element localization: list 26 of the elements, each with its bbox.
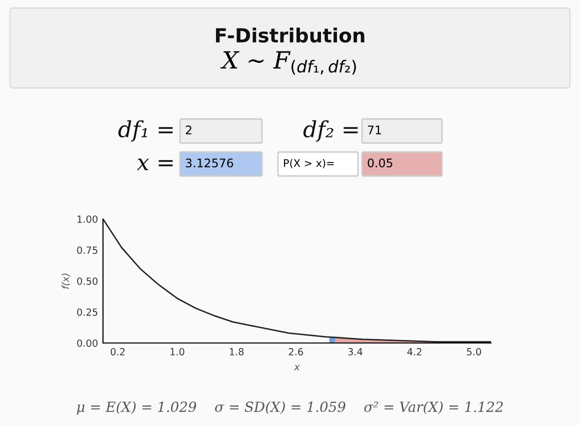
y-tick-label: 0.25 [77, 308, 98, 316]
text: 71 [368, 126, 381, 134]
y-tick-label: 1.00 [78, 215, 98, 223]
x-tick-label: 5.0 [466, 348, 482, 356]
text: μ = E(X) = 1.029 σ = SD(X) = 1.059 σ² = Var(X) = 1.122 [76, 401, 503, 415]
x-tick-label: 0.2 [110, 348, 125, 356]
text: 3.12576 [186, 158, 234, 168]
y-axis-title: f(x) [62, 274, 70, 289]
x-tick-label: 1.0 [170, 348, 184, 356]
text: df₂ = [303, 120, 358, 142]
text: df₁ = [118, 120, 173, 142]
y-tick-label: 0.75 [77, 246, 98, 254]
x-tick-label: 4.2 [407, 348, 422, 356]
text: P(X > x)= [284, 158, 334, 168]
y-tick-label: 0.00 [77, 339, 98, 347]
line-series [103, 219, 491, 342]
chart-subtitle: X ∼ F$_{(df₁,df₂)}$ [220, 51, 356, 75]
x-tick-label: 1.8 [230, 348, 244, 356]
x-axis-title: x [294, 364, 300, 370]
x-tick-label: 3.4 [348, 348, 362, 356]
text: 0.05 [368, 158, 392, 168]
y-tick-label: 0.50 [77, 277, 98, 285]
text: x = [136, 158, 173, 170]
x-tick-label: 2.6 [288, 348, 304, 356]
chart-title: F-Distribution [216, 28, 364, 43]
text: 2 [186, 125, 192, 134]
